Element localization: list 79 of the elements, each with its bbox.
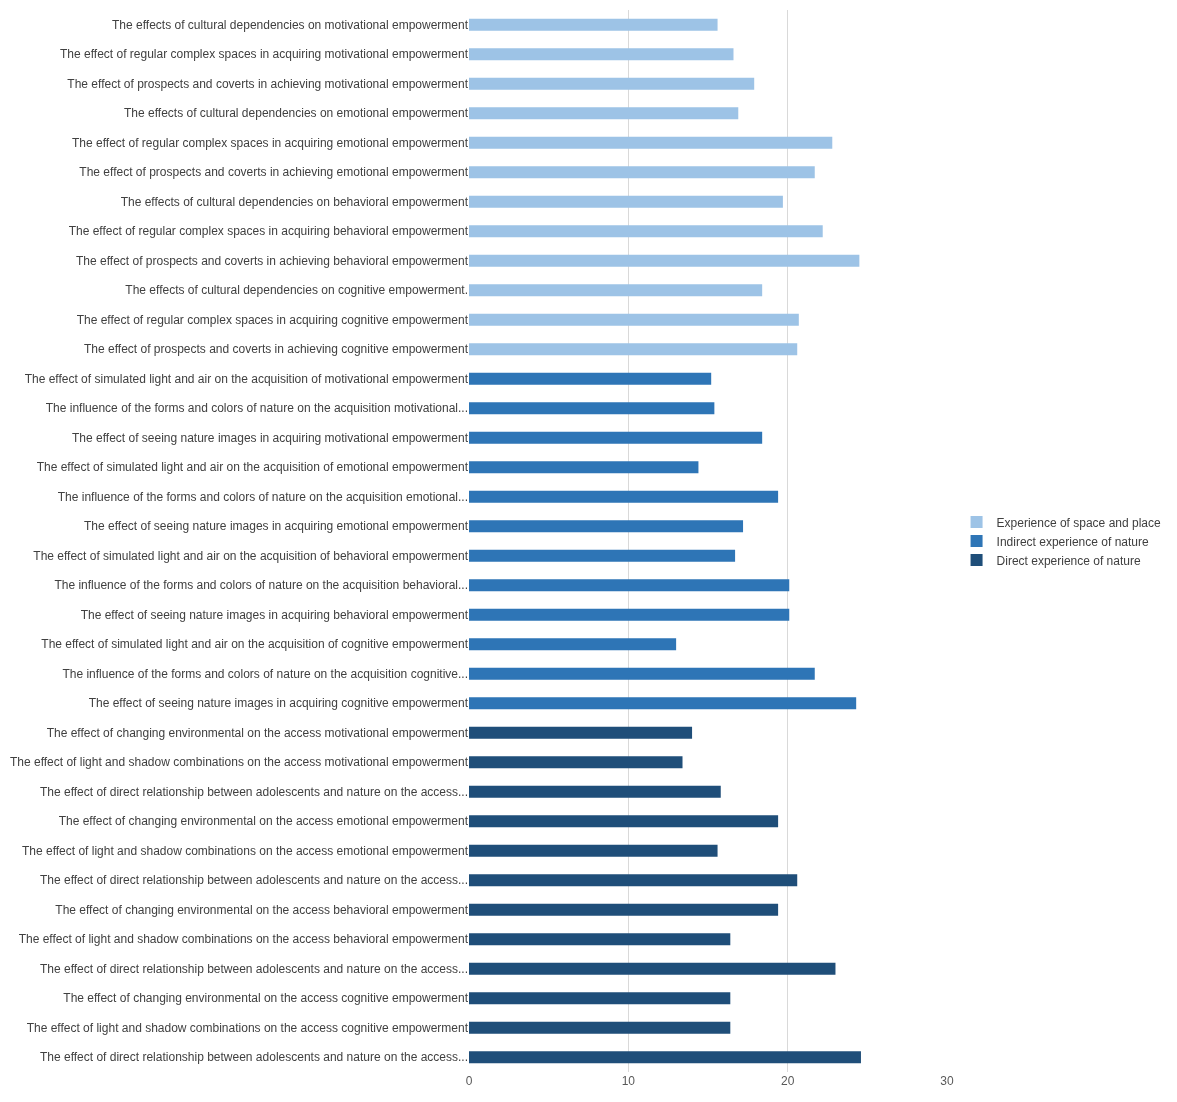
bar: [469, 1021, 731, 1034]
y-tick-label: The effect of seeing nature images in acquiring emotional empowerment: [84, 519, 469, 534]
bar: [469, 520, 744, 533]
bar: [469, 962, 836, 975]
y-tick-label: The effect of changing environmental on the access emotional empowerment: [58, 814, 469, 829]
y-tick-label: The effect of regular complex spaces in acquiring cognitive empowerment: [76, 312, 469, 327]
bar: [469, 48, 734, 61]
legend-label: Experience of space and place: [996, 515, 1161, 530]
bar: [469, 667, 815, 680]
y-tick-label: The effect of prospects and coverts in achieving motivational empowerment: [67, 76, 469, 91]
y-tick-label: The effect of changing environmental on the access behavioral empowerment: [55, 902, 469, 917]
bar: [469, 579, 790, 592]
bar: [469, 1051, 861, 1064]
y-tick-label: The effect of changing environmental on the access motivational empowerment: [46, 725, 469, 740]
y-tick-label: The influence of the forms and colors of nature on the acquisition motivational...: [45, 401, 468, 416]
bar: [469, 490, 779, 503]
bar: [469, 992, 731, 1005]
y-tick-label: The effect of changing environmental on the access cognitive empowerment: [63, 991, 469, 1006]
bar: [469, 195, 783, 208]
bar: [469, 549, 736, 562]
y-tick-label: The effect of seeing nature images in acquiring behavioral empowerment: [80, 607, 469, 622]
y-tick-label: The effect of regular complex spaces in acquiring emotional empowerment: [72, 135, 469, 150]
y-tick-label: The effects of cultural dependencies on cognitive empowerment.: [125, 283, 468, 298]
bar: [469, 431, 763, 444]
y-tick-label: The effect of light and shadow combinations on the access behavioral empowerment: [18, 932, 469, 947]
y-tick-label: The influence of the forms and colors of nature on the acquisition behavioral...: [54, 578, 468, 593]
bar: [469, 77, 755, 90]
bar: [469, 284, 763, 297]
x-tick-label: 10: [621, 1074, 636, 1088]
bar: [469, 313, 799, 326]
bar: [469, 697, 857, 710]
y-tick-label: The effect of simulated light and air on the acquisition of cognitive empowerment: [41, 637, 469, 652]
bar: [469, 461, 699, 474]
bar: [469, 874, 798, 887]
x-tick-label: 30: [940, 1074, 954, 1088]
bar: [469, 136, 833, 149]
y-tick-label: The effect of direct relationship between adolescents and nature on the access...: [39, 784, 468, 799]
y-tick-label: The effect of regular complex spaces in acquiring motivational empowerment: [60, 47, 469, 62]
y-tick-label: The effect of simulated light and air on the acquisition of emotional empowerment: [36, 460, 469, 475]
x-tick-label: 0: [465, 1074, 473, 1088]
bar: [469, 903, 779, 916]
bar: [469, 166, 815, 179]
bar: [469, 402, 715, 415]
bar: [469, 18, 718, 31]
bar: [469, 225, 823, 238]
bar: [469, 815, 779, 828]
bar: [469, 756, 683, 769]
bar: [469, 107, 739, 120]
y-tick-label: The effect of simulated light and air on the acquisition of motivational empowerment: [24, 371, 469, 386]
y-tick-label: The influence of the forms and colors of nature on the acquisition cognitive...: [62, 666, 468, 681]
y-tick-label: The effects of cultural dependencies on emotional empowerment: [124, 106, 469, 121]
y-tick-label: The effect of light and shadow combinations on the access emotional empowerment: [21, 843, 469, 858]
y-tick-label: The effect of direct relationship between adolescents and nature on the access...: [39, 1050, 468, 1065]
y-tick-label: The effects of cultural dependencies on behavioral empowerment: [120, 194, 469, 209]
y-tick-label: The effect of direct relationship between adolescents and nature on the access...: [39, 873, 468, 888]
bar: [469, 372, 712, 385]
bar: [469, 608, 790, 621]
x-tick-label: 20: [780, 1074, 795, 1088]
bar: [469, 638, 677, 651]
y-tick-label: The effect of light and shadow combinations on the access motivational empowerment: [9, 755, 469, 770]
y-tick-label: The effect of seeing nature images in acquiring motivational empowerment: [72, 430, 469, 445]
bar: [469, 785, 721, 798]
y-tick-label: The effect of prospects and coverts in achieving behavioral empowerment: [76, 253, 469, 268]
y-tick-label: The effect of regular complex spaces in acquiring behavioral empowerment: [68, 224, 469, 239]
y-tick-label: The effect of prospects and coverts in achieving cognitive empowerment: [84, 342, 469, 357]
bar: [469, 844, 718, 857]
y-tick-label: The effects of cultural dependencies on motivational empowerment: [112, 17, 469, 32]
legend-label: Direct experience of nature: [996, 553, 1141, 568]
y-tick-label: The effect of simulated light and air on the acquisition of behavioral empowerment: [33, 548, 469, 563]
bar: [469, 726, 693, 739]
y-tick-label: The influence of the forms and colors of nature on the acquisition emotional...: [57, 489, 468, 504]
y-tick-label: The effect of prospects and coverts in achieving emotional empowerment: [79, 165, 469, 180]
legend-label: Indirect experience of nature: [996, 534, 1149, 549]
y-tick-label: The effect of direct relationship between adolescents and nature on the access...: [39, 961, 468, 976]
bar: [469, 254, 860, 267]
bar: [469, 933, 731, 946]
bar: [469, 343, 798, 356]
y-tick-label: The effect of light and shadow combinations on the access cognitive empowerment: [26, 1020, 469, 1035]
y-tick-label: The effect of seeing nature images in acquiring cognitive empowerment: [88, 696, 469, 711]
